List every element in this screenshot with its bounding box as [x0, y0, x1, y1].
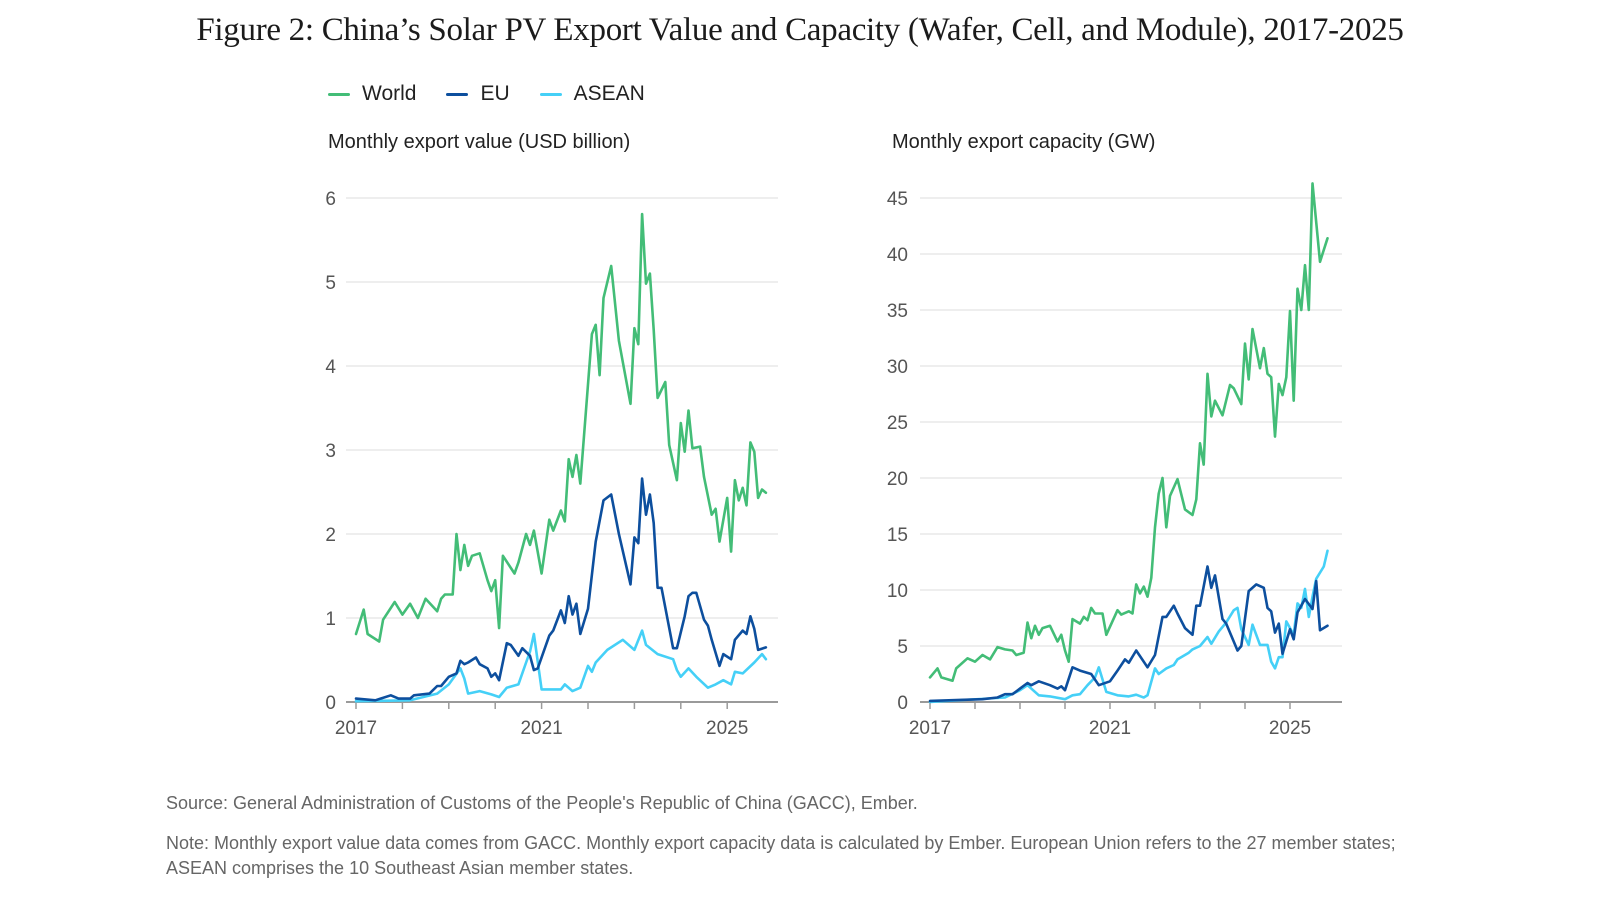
legend-item-world: World: [328, 82, 416, 106]
capacity-chart-subtitle: Monthly export capacity (GW): [892, 131, 1156, 153]
value-x-tick-label: 2025: [706, 718, 748, 739]
capacity-y-tick-label: 10: [887, 581, 908, 602]
capacity-y-tick-label: 5: [897, 637, 908, 658]
value-eu-line: [354, 477, 768, 702]
capacity-eu-line: [928, 565, 1329, 703]
capacity-x-tick-label: 2017: [909, 718, 951, 739]
capacity-y-tick-label: 20: [887, 469, 908, 490]
capacity-y-tick-label: 35: [887, 301, 908, 322]
legend: World EU ASEAN: [328, 82, 645, 106]
value-x-tick-label: 2017: [335, 718, 377, 739]
value-x-tick-label: 2021: [520, 718, 562, 739]
capacity-y-tick-label: 40: [887, 245, 908, 266]
source-note: Source: General Administration of Custom…: [166, 793, 918, 813]
value-y-tick-label: 3: [325, 441, 336, 462]
legend-label-asean: ASEAN: [573, 82, 645, 105]
capacity-x-tick-label: 2025: [1269, 718, 1311, 739]
legend-label-eu: EU: [480, 82, 510, 105]
capacity-y-tick-label: 30: [887, 357, 908, 378]
asean-swatch-icon: [539, 92, 562, 96]
value-asean-line: [354, 629, 768, 703]
capacity-world-line: [928, 182, 1329, 683]
value-y-tick-label: 2: [325, 525, 336, 546]
eu-swatch-icon: [446, 92, 469, 96]
footnote: Note: Monthly export value data comes fr…: [166, 833, 1396, 878]
value-y-tick-label: 1: [325, 609, 336, 630]
legend-item-eu: EU: [446, 82, 510, 106]
legend-label-world: World: [362, 82, 417, 105]
value-y-tick-label: 4: [325, 357, 336, 378]
capacity-asean-line: [928, 549, 1329, 704]
capacity-y-tick-label: 0: [897, 693, 908, 714]
capacity-x-tick-label: 2021: [1089, 718, 1131, 739]
value-y-tick-label: 0: [325, 693, 336, 714]
value-y-tick-label: 5: [325, 273, 336, 294]
capacity-y-tick-label: 25: [887, 413, 908, 434]
legend-item-asean: ASEAN: [539, 82, 645, 106]
capacity-y-tick-label: 45: [887, 189, 908, 210]
world-swatch-icon: [328, 92, 350, 96]
figure-title: Figure 2: China’s Solar PV Export Value …: [196, 12, 1404, 48]
value-chart-subtitle: Monthly export value (USD billion): [328, 131, 631, 153]
value-world-line: [354, 212, 768, 643]
capacity-y-tick-label: 15: [887, 525, 908, 546]
value-y-tick-label: 6: [325, 189, 336, 210]
